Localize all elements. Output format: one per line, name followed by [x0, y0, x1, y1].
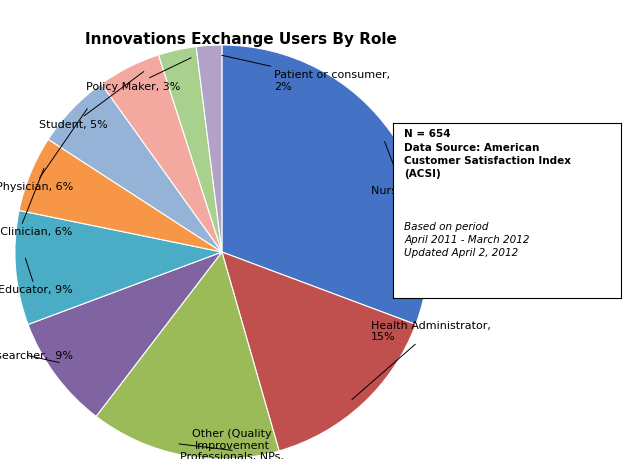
Text: Policy Maker, 3%: Policy Maker, 3%	[86, 59, 191, 91]
Wedge shape	[101, 56, 222, 252]
Wedge shape	[196, 46, 222, 252]
Text: Patient or consumer,
2%: Patient or consumer, 2%	[222, 56, 390, 91]
Wedge shape	[222, 46, 429, 325]
Wedge shape	[15, 211, 222, 325]
Text: Innovations Exchange Users By Role: Innovations Exchange Users By Role	[85, 32, 397, 47]
Text: N = 654
Data Source: American
Customer Satisfaction Index
(ACSI): N = 654 Data Source: American Customer S…	[404, 129, 571, 179]
Text: Nurse, 31%: Nurse, 31%	[371, 142, 436, 196]
Text: Educator, 9%: Educator, 9%	[0, 258, 73, 295]
Text: Other (Quality
Improvement
Professionals, NPs,
etc.), 15%: Other (Quality Improvement Professionals…	[179, 428, 284, 459]
Text: Physician, 6%: Physician, 6%	[0, 109, 87, 191]
Wedge shape	[48, 84, 222, 252]
Text: Based on period
April 2011 - March 2012
Updated April 2, 2012: Based on period April 2011 - March 2012 …	[404, 222, 530, 258]
Text: Health Administrator,
15%: Health Administrator, 15%	[352, 320, 491, 400]
Text: Other Clinician, 6%: Other Clinician, 6%	[0, 169, 73, 237]
Wedge shape	[158, 47, 222, 252]
Wedge shape	[222, 252, 416, 451]
Wedge shape	[96, 252, 279, 459]
Text: Researcher,  9%: Researcher, 9%	[0, 351, 73, 363]
Wedge shape	[19, 140, 222, 252]
Wedge shape	[28, 252, 222, 416]
Text: Student, 5%: Student, 5%	[39, 73, 144, 129]
